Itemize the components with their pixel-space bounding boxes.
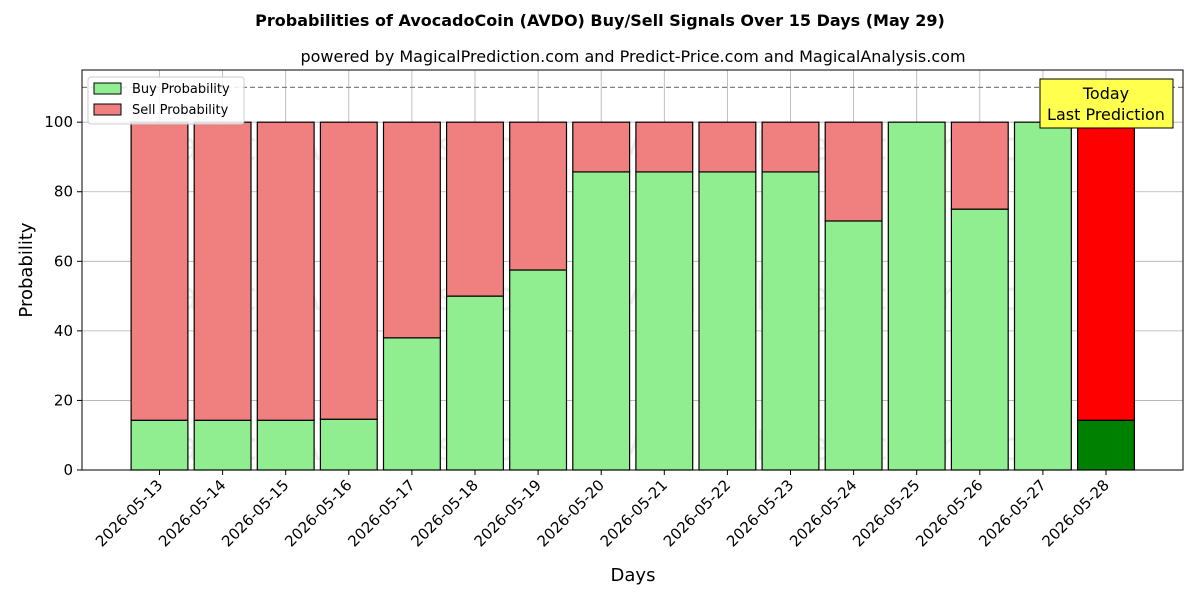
buy-bar (509, 269, 568, 471)
x-tick-label: 2026-05-13 (92, 476, 166, 550)
chart-title: Probabilities of AvocadoCoin (AVDO) Buy/… (255, 11, 945, 30)
buy-bar (382, 337, 441, 471)
x-tick-label: 2026-05-24 (786, 476, 860, 550)
sell-bar (130, 121, 189, 421)
sell-bar (824, 121, 883, 222)
buy-bar (446, 295, 505, 471)
y-tick-label: 60 (54, 252, 73, 270)
x-axis-label: Days (611, 565, 656, 586)
sell-bar (1076, 121, 1135, 421)
legend-label: Sell Probability (132, 103, 229, 118)
x-tick-label: 2026-05-22 (660, 476, 734, 550)
buy-bar (256, 419, 315, 471)
x-tick-label: 2026-05-15 (218, 476, 292, 550)
y-tick-label: 80 (54, 183, 73, 201)
legend: Buy Probability Sell Probability (87, 76, 245, 125)
buy-bar (130, 419, 189, 471)
sell-bar (319, 121, 378, 420)
sell-bar (446, 121, 505, 297)
buy-bar (635, 171, 694, 471)
legend-box (87, 76, 245, 125)
sell-bar (193, 121, 252, 421)
sell-bar (572, 121, 631, 173)
bars-layer (130, 121, 1135, 471)
buy-bar (698, 171, 757, 471)
sell-bar (761, 121, 820, 173)
buy-bar (824, 220, 883, 471)
sell-bar (382, 121, 441, 339)
buy-bar (193, 419, 252, 471)
x-tick-label: 2026-05-17 (344, 476, 418, 550)
x-tick-label: 2026-05-21 (597, 476, 671, 550)
sell-bar (256, 121, 315, 421)
x-tick-label: 2026-05-23 (723, 476, 797, 550)
x-tick-label: 2026-05-14 (155, 476, 229, 550)
y-tick-label: 100 (44, 113, 73, 131)
sell-bar (509, 121, 568, 271)
y-axis-ticks: 0 20 40 60 80 100 (44, 113, 82, 479)
buy-bar (950, 208, 1009, 471)
annotation-text: Today (1082, 84, 1129, 103)
buy-bar (761, 171, 820, 471)
y-tick-label: 40 (54, 322, 73, 340)
x-axis-ticks: 2026-05-132026-05-142026-05-152026-05-16… (92, 470, 1113, 550)
legend-swatch (93, 103, 122, 116)
annotation-text: Last Prediction (1047, 105, 1165, 124)
x-tick-label: 2026-05-19 (471, 476, 545, 550)
x-tick-label: 2026-05-20 (534, 476, 608, 550)
annotation-box (1039, 78, 1174, 129)
buy-bar (572, 171, 631, 471)
plot-frame (81, 69, 1184, 471)
y-tick-label: 0 (63, 461, 73, 479)
buy-bar (319, 418, 378, 471)
x-tick-label: 2026-05-27 (975, 476, 1049, 550)
buy-bar (1013, 121, 1072, 471)
x-tick-label: 2026-05-16 (281, 476, 355, 550)
sell-bar (698, 121, 757, 173)
x-tick-label: 2026-05-25 (849, 476, 923, 550)
sell-bar (950, 121, 1009, 210)
buy-bar (887, 121, 946, 471)
x-tick-label: 2026-05-28 (1038, 476, 1112, 550)
x-tick-label: 2026-05-18 (407, 476, 481, 550)
x-tick-label: 2026-05-26 (912, 476, 986, 550)
legend-label: Buy Probability (132, 82, 230, 97)
today-annotation: Today Last Prediction (1039, 78, 1174, 129)
buy-bar (1076, 419, 1135, 471)
y-axis-label: Probability (16, 222, 37, 317)
y-tick-label: 20 (54, 391, 73, 409)
legend-swatch (93, 82, 122, 95)
sell-bar (635, 121, 694, 173)
chart-subtitle: powered by MagicalPrediction.com and Pre… (300, 47, 965, 66)
